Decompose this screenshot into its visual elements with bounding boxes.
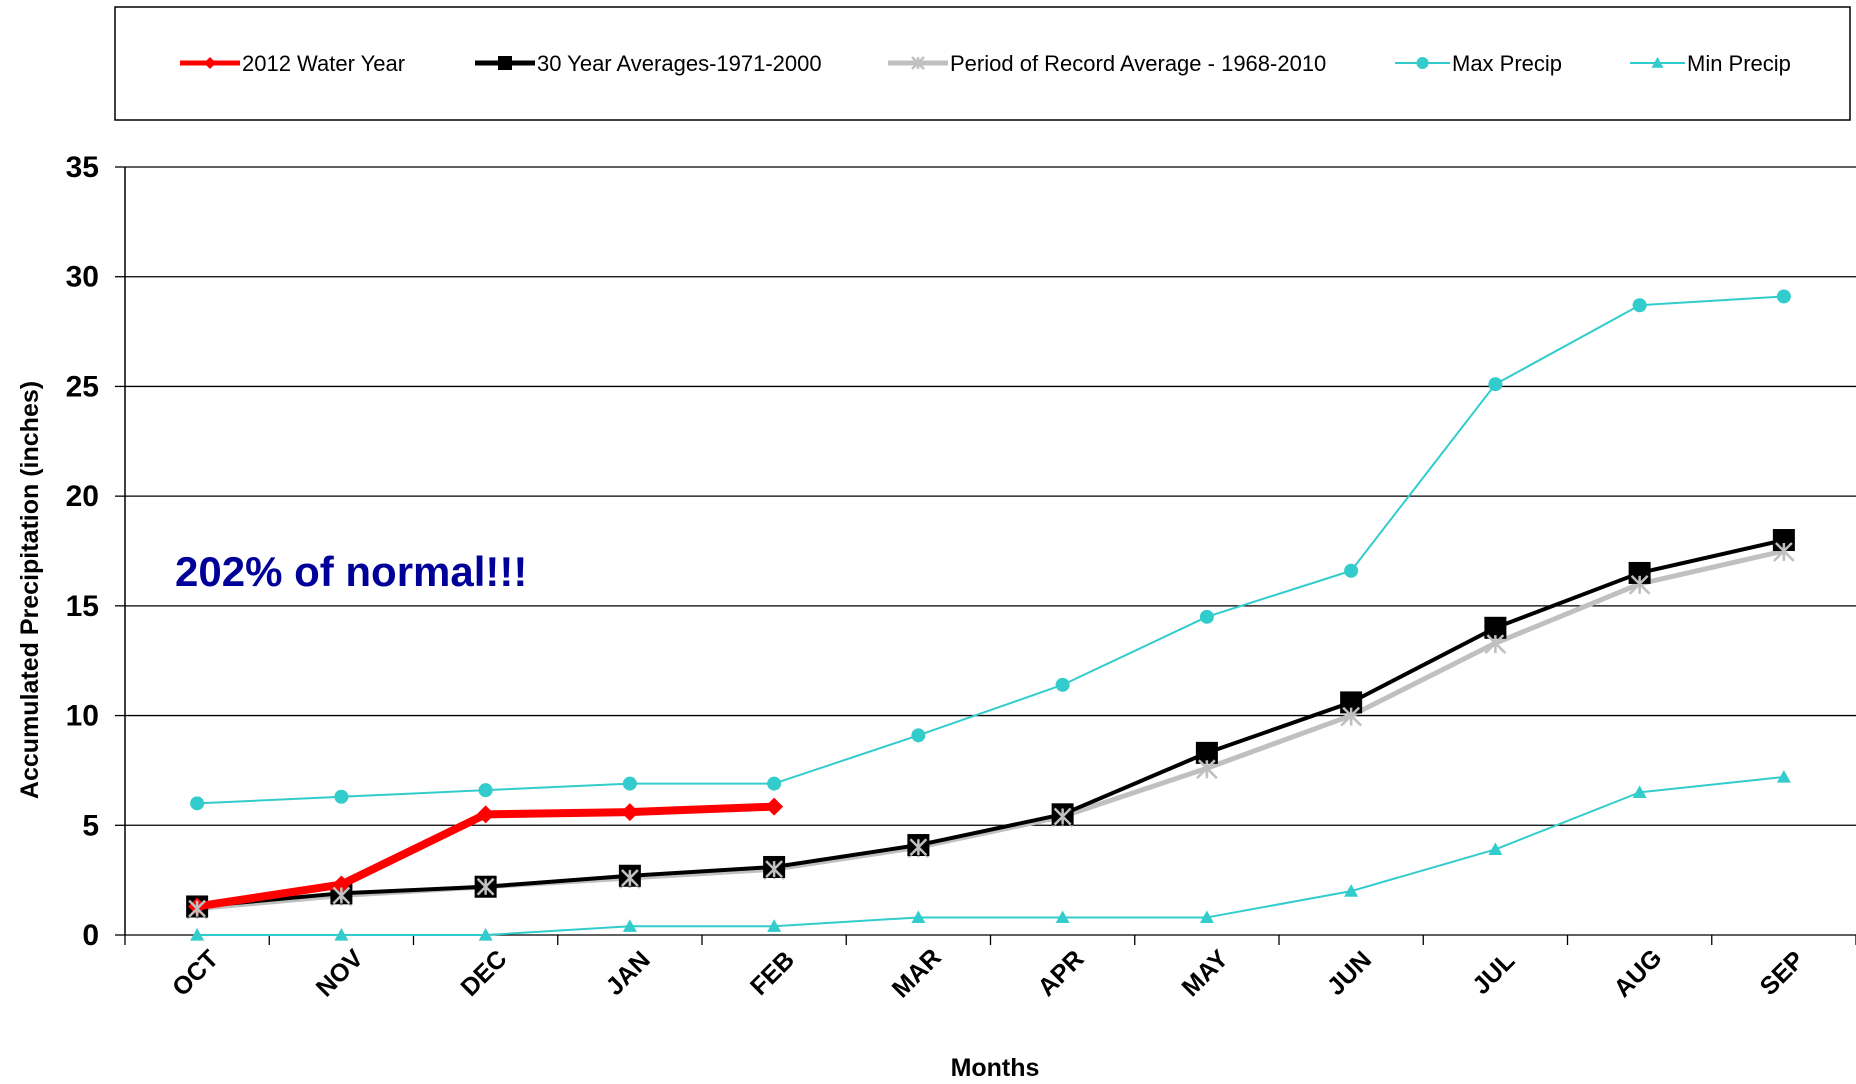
x-tick-label: MAY [1176, 944, 1234, 1002]
data-point [334, 928, 349, 941]
data-point [1344, 884, 1359, 897]
data-point [476, 877, 495, 896]
data-point [498, 56, 512, 70]
x-tick-label: JUN [1322, 946, 1377, 1001]
legend-item: Min Precip [1630, 51, 1791, 76]
legend-item: 30 Year Averages-1971-2000 [475, 51, 822, 76]
legend-label: Period of Record Average - 1968-2010 [950, 51, 1326, 76]
data-point [622, 776, 637, 791]
data-point [1486, 634, 1505, 653]
y-tick-label: 25 [66, 370, 99, 403]
data-point [1776, 289, 1791, 304]
data-point [1632, 785, 1647, 798]
data-point [478, 783, 493, 798]
y-tick-label: 15 [66, 590, 99, 623]
data-point [332, 875, 351, 894]
annotation-text: 202% of normal!!! [175, 548, 527, 595]
legend-label: 30 Year Averages-1971-2000 [537, 51, 822, 76]
y-axis: 0 5 10 15 20 25 30 35 [66, 151, 126, 952]
x-axis-title: Months [951, 1054, 1040, 1082]
legend-label: 2012 Water Year [242, 51, 405, 76]
data-point [767, 919, 782, 932]
series-line [197, 295, 1784, 805]
data-point [909, 838, 928, 857]
data-point [620, 803, 639, 822]
series-line [197, 776, 1784, 936]
data-point [1632, 298, 1647, 313]
legend-item: Max Precip [1395, 51, 1562, 76]
data-point [1053, 807, 1072, 826]
x-tick-label: AUG [1608, 944, 1667, 1003]
data-point [1197, 759, 1216, 778]
x-axis: OCT NOV DEC JAN FEB MAR APR MAY JUN JUL AUG SEP [124, 935, 1856, 1003]
x-tick-label: FEB [745, 946, 800, 1001]
data-point [911, 910, 926, 924]
x-tick-label: NOV [311, 944, 369, 1002]
data-point [334, 789, 349, 804]
data-point [332, 886, 351, 905]
data-point [476, 805, 495, 824]
legend-item: Period of Record Average - 1968-2010 [888, 51, 1326, 76]
data-point [620, 869, 639, 887]
data-point [1199, 609, 1214, 624]
data-point [767, 776, 782, 791]
data-point [1344, 563, 1359, 578]
x-tick-label: APR [1032, 945, 1089, 1002]
data-point [1630, 575, 1649, 593]
series-0 [188, 797, 784, 916]
data-point [1416, 57, 1429, 69]
series-overlay [188, 542, 1793, 918]
data-point [1484, 616, 1507, 639]
series-line [196, 538, 1785, 909]
x-tick-label: MAR [887, 943, 947, 1003]
legend-label: Max Precip [1452, 51, 1562, 76]
data-point [1774, 542, 1793, 560]
y-tick-label: 30 [66, 261, 99, 294]
series-layer [186, 289, 1795, 941]
data-point [1488, 377, 1503, 392]
data-point [1488, 842, 1503, 856]
data-point [204, 57, 216, 69]
data-point [1340, 691, 1363, 714]
legend-item: 2012 Water Year [180, 51, 405, 76]
data-point [1342, 706, 1361, 725]
series-3 [190, 289, 1791, 811]
data-point [188, 899, 207, 918]
y-tick-label: 20 [66, 480, 99, 513]
y-axis-title: Accumulated Precipitation (inches) [16, 381, 44, 799]
legend-box [114, 6, 1851, 121]
data-point [478, 928, 493, 941]
data-point [1776, 770, 1791, 783]
data-point [622, 919, 637, 932]
data-point [911, 728, 926, 743]
y-tick-label: 5 [82, 809, 99, 842]
series-line [196, 548, 1785, 912]
y-tick-label: 10 [66, 700, 99, 733]
data-point [190, 796, 205, 811]
x-tick-label: SEP [1755, 946, 1810, 1001]
y-tick-label: 0 [82, 919, 99, 952]
y-tick-label: 35 [66, 151, 99, 184]
data-point [765, 797, 784, 816]
data-point [1055, 910, 1070, 924]
x-tick-label: OCT [167, 945, 224, 1002]
data-point [765, 860, 784, 879]
legend-label: Min Precip [1687, 51, 1791, 76]
x-tick-label: DEC [455, 945, 512, 1002]
x-tick-label: JUL [1467, 947, 1520, 1000]
data-point [1055, 677, 1070, 692]
legend: 2012 Water Year 30 Year Averages-1971-200… [114, 6, 1851, 121]
data-point [190, 928, 205, 941]
data-point [1195, 741, 1218, 764]
data-point [911, 56, 925, 70]
series-2 [186, 540, 1795, 920]
data-point [1651, 57, 1664, 68]
x-tick-label: JAN [601, 946, 656, 1001]
data-point [1199, 910, 1214, 924]
series-4 [190, 770, 1791, 941]
